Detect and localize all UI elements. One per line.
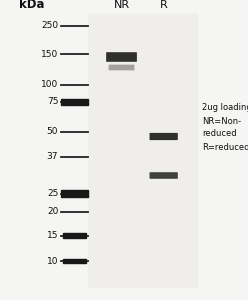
Text: NR: NR <box>113 0 130 10</box>
Text: 15: 15 <box>47 231 58 240</box>
Text: 2ug loading: 2ug loading <box>202 103 248 112</box>
Bar <box>63 259 86 263</box>
FancyBboxPatch shape <box>109 64 134 70</box>
Text: NR=Non-: NR=Non- <box>202 117 241 126</box>
FancyBboxPatch shape <box>150 133 178 140</box>
Bar <box>61 99 88 105</box>
Bar <box>63 233 86 238</box>
Text: 20: 20 <box>47 207 58 216</box>
Text: 37: 37 <box>47 152 58 161</box>
Text: 10: 10 <box>47 256 58 266</box>
FancyBboxPatch shape <box>150 172 178 179</box>
Bar <box>88 14 197 286</box>
FancyBboxPatch shape <box>106 52 137 62</box>
Text: 50: 50 <box>47 128 58 136</box>
Text: kDa: kDa <box>20 0 45 11</box>
Text: 150: 150 <box>41 50 58 58</box>
Text: 100: 100 <box>41 80 58 89</box>
Text: 250: 250 <box>41 21 58 30</box>
Text: R: R <box>160 0 168 10</box>
Text: 75: 75 <box>47 98 58 106</box>
Text: reduced: reduced <box>202 129 237 138</box>
Bar <box>61 190 88 197</box>
Text: R=reduced: R=reduced <box>202 142 248 152</box>
Text: 25: 25 <box>47 189 58 198</box>
